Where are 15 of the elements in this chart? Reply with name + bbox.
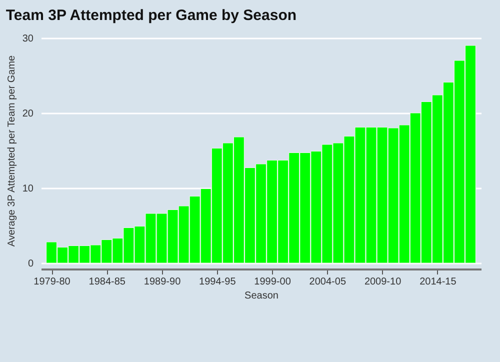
x-tick-label: 1984-85 [88, 276, 126, 288]
x-tick-label: 2014-15 [420, 276, 457, 288]
y-axis-title: Average 3P Attempted per Team per Game [6, 54, 18, 247]
x-tick-label: 1979-80 [34, 276, 71, 288]
x-axis-title: Season [244, 290, 278, 302]
chart-title: Team 3P Attempted per Game by Season [6, 7, 297, 24]
x-tick-label: 1994-95 [199, 276, 236, 288]
x-tick-label: 2004-05 [309, 276, 346, 288]
x-tick-label: 1999-00 [254, 276, 292, 288]
y-tick-label: 30 [22, 34, 34, 44]
y-tick-label: 20 [22, 108, 34, 120]
x-tick-label: 2009-10 [364, 276, 402, 288]
y-tick-label: 10 [22, 184, 34, 194]
y-tick-label: 0 [28, 258, 34, 270]
x-tick-label: 1989-90 [144, 276, 182, 288]
